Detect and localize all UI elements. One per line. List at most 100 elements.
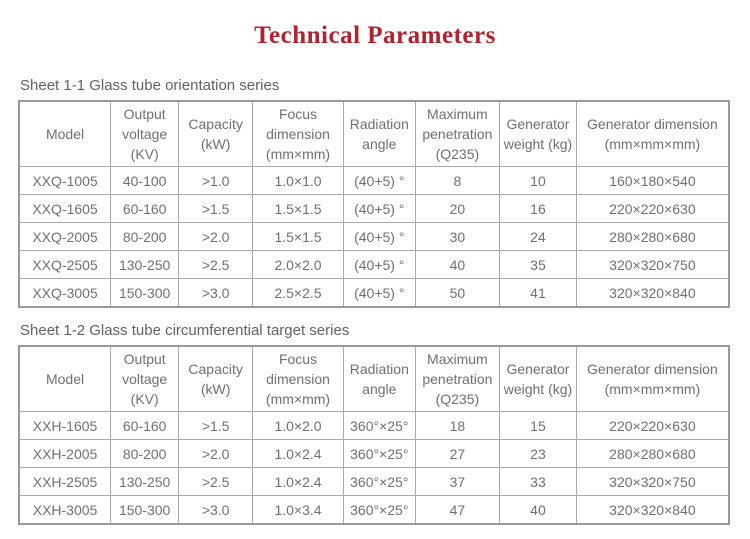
- data-cell: 360°×25°: [342, 495, 416, 525]
- table-row: XXH-3005 150-300 >3.0 1.0×3.4 360°×25° 47 40 32…: [18, 495, 730, 525]
- data-cell: >1.5: [178, 411, 254, 440]
- data-cell: (40+5) °: [342, 166, 416, 195]
- table-row: XXQ-3005 150-300 >3.0 2.5×2.5 (40+5) ° 50 41 32…: [18, 278, 730, 308]
- model-cell: XXQ-3005: [18, 278, 112, 308]
- data-cell: 15: [499, 411, 577, 440]
- data-cell: 40: [414, 250, 501, 279]
- data-cell: >3.0: [178, 495, 254, 525]
- data-cell: (40+5) °: [342, 194, 416, 223]
- column-header: Output voltage (KV): [110, 100, 180, 167]
- header-row: Model Output voltage (KV) Capacity (kW) Foc…: [18, 345, 730, 412]
- data-cell: 40: [499, 495, 577, 525]
- data-cell: 1.5×1.5: [252, 222, 344, 251]
- data-cell: >1.0: [178, 166, 254, 195]
- data-cell: >1.5: [178, 194, 254, 223]
- data-cell: >3.0: [178, 278, 254, 308]
- header-row: Model Output voltage (KV) Capacity (kW) Foc…: [18, 100, 730, 167]
- column-header: Radiation angle: [342, 100, 416, 167]
- data-cell: >2.5: [178, 250, 254, 279]
- column-header: Generator dimension (mm×mm×mm): [575, 100, 730, 167]
- model-cell: XXH-3005: [18, 495, 112, 525]
- data-cell: 360°×25°: [342, 411, 416, 440]
- data-cell: (40+5) °: [342, 250, 416, 279]
- column-header: Maximum penetration (Q235): [414, 345, 501, 412]
- data-cell: 80-200: [110, 222, 180, 251]
- data-cell: 23: [499, 439, 577, 468]
- data-cell: 10: [499, 166, 577, 195]
- data-cell: >2.5: [178, 467, 254, 496]
- page-title: Technical Parameters: [254, 22, 496, 49]
- model-cell: XXH-2505: [18, 467, 112, 496]
- column-header: Capacity (kW): [178, 100, 254, 167]
- column-header: Model: [18, 100, 112, 167]
- table-row: XXQ-1605 60-160 >1.5 1.5×1.5 (40+5) ° 20 16 220…: [18, 194, 730, 223]
- table-row: XXH-2505 130-250 >2.5 1.0×2.4 360°×25° 37 33 32…: [18, 467, 730, 496]
- data-cell: 320×320×840: [575, 278, 730, 308]
- data-cell: 1.0×2.4: [252, 467, 344, 496]
- table-row: XXQ-1005 40-100 >1.0 1.0×1.0 (40+5) ° 8 10 160×…: [18, 166, 730, 195]
- glass-tube-orientation-series-table: Model Output voltage (KV) Capacity (kW) Foc…: [18, 100, 730, 308]
- data-cell: 220×220×630: [575, 411, 730, 440]
- data-cell: 8: [414, 166, 501, 195]
- data-cell: 220×220×630: [575, 194, 730, 223]
- data-cell: (40+5) °: [342, 222, 416, 251]
- sheet-1-2-caption: Sheet 1-2 Glass tube circumferential tar…: [20, 322, 350, 339]
- model-cell: XXQ-1605: [18, 194, 112, 223]
- column-header: Capacity (kW): [178, 345, 254, 412]
- data-cell: 35: [499, 250, 577, 279]
- column-header: Output voltage (KV): [110, 345, 180, 412]
- column-header: Generator weight (kg): [499, 345, 577, 412]
- sheet-1-1-caption: Sheet 1-1 Glass tube orientation series: [20, 77, 280, 94]
- data-cell: 60-160: [110, 194, 180, 223]
- glass-tube-circumferential-target-series-table: Model Output voltage (KV) Capacity (kW) Foc…: [18, 345, 730, 525]
- data-cell: 130-250: [110, 250, 180, 279]
- column-header: Focus dimension (mm×mm): [252, 100, 344, 167]
- data-cell: 320×320×840: [575, 495, 730, 525]
- column-header: Generator dimension (mm×mm×mm): [575, 345, 730, 412]
- data-cell: 40-100: [110, 166, 180, 195]
- data-cell: 360°×25°: [342, 467, 416, 496]
- model-cell: XXQ-1005: [18, 166, 112, 195]
- data-cell: 33: [499, 467, 577, 496]
- data-cell: 20: [414, 194, 501, 223]
- data-cell: 1.0×3.4: [252, 495, 344, 525]
- data-cell: 360°×25°: [342, 439, 416, 468]
- model-cell: XXH-2005: [18, 439, 112, 468]
- data-cell: 280×280×680: [575, 439, 730, 468]
- model-cell: XXQ-2505: [18, 250, 112, 279]
- data-cell: 160×180×540: [575, 166, 730, 195]
- table-row: XXH-1605 60-160 >1.5 1.0×2.0 360°×25° 18 15 220…: [18, 411, 730, 440]
- data-cell: 47: [414, 495, 501, 525]
- data-cell: 27: [414, 439, 501, 468]
- data-cell: 37: [414, 467, 501, 496]
- data-cell: 60-160: [110, 411, 180, 440]
- data-cell: 50: [414, 278, 501, 308]
- data-cell: 30: [414, 222, 501, 251]
- data-cell: 280×280×680: [575, 222, 730, 251]
- data-cell: 18: [414, 411, 501, 440]
- column-header: Maximum penetration (Q235): [414, 100, 501, 167]
- column-header: Radiation angle: [342, 345, 416, 412]
- data-cell: 320×320×750: [575, 250, 730, 279]
- data-cell: 41: [499, 278, 577, 308]
- data-cell: 150-300: [110, 495, 180, 525]
- model-cell: XXH-1605: [18, 411, 112, 440]
- data-cell: 1.0×2.0: [252, 411, 344, 440]
- data-cell: 2.0×2.0: [252, 250, 344, 279]
- data-cell: 130-250: [110, 467, 180, 496]
- column-header: Generator weight (kg): [499, 100, 577, 167]
- data-cell: (40+5) °: [342, 278, 416, 308]
- table-row: XXQ-2005 80-200 >2.0 1.5×1.5 (40+5) ° 30 24 280…: [18, 222, 730, 251]
- data-cell: 1.0×2.4: [252, 439, 344, 468]
- data-cell: 2.5×2.5: [252, 278, 344, 308]
- data-cell: 80-200: [110, 439, 180, 468]
- data-cell: 1.0×1.0: [252, 166, 344, 195]
- table-row: XXH-2005 80-200 >2.0 1.0×2.4 360°×25° 27 23 280…: [18, 439, 730, 468]
- model-cell: XXQ-2005: [18, 222, 112, 251]
- data-cell: 24: [499, 222, 577, 251]
- column-header: Model: [18, 345, 112, 412]
- data-cell: 150-300: [110, 278, 180, 308]
- data-cell: >2.0: [178, 222, 254, 251]
- data-cell: 320×320×750: [575, 467, 730, 496]
